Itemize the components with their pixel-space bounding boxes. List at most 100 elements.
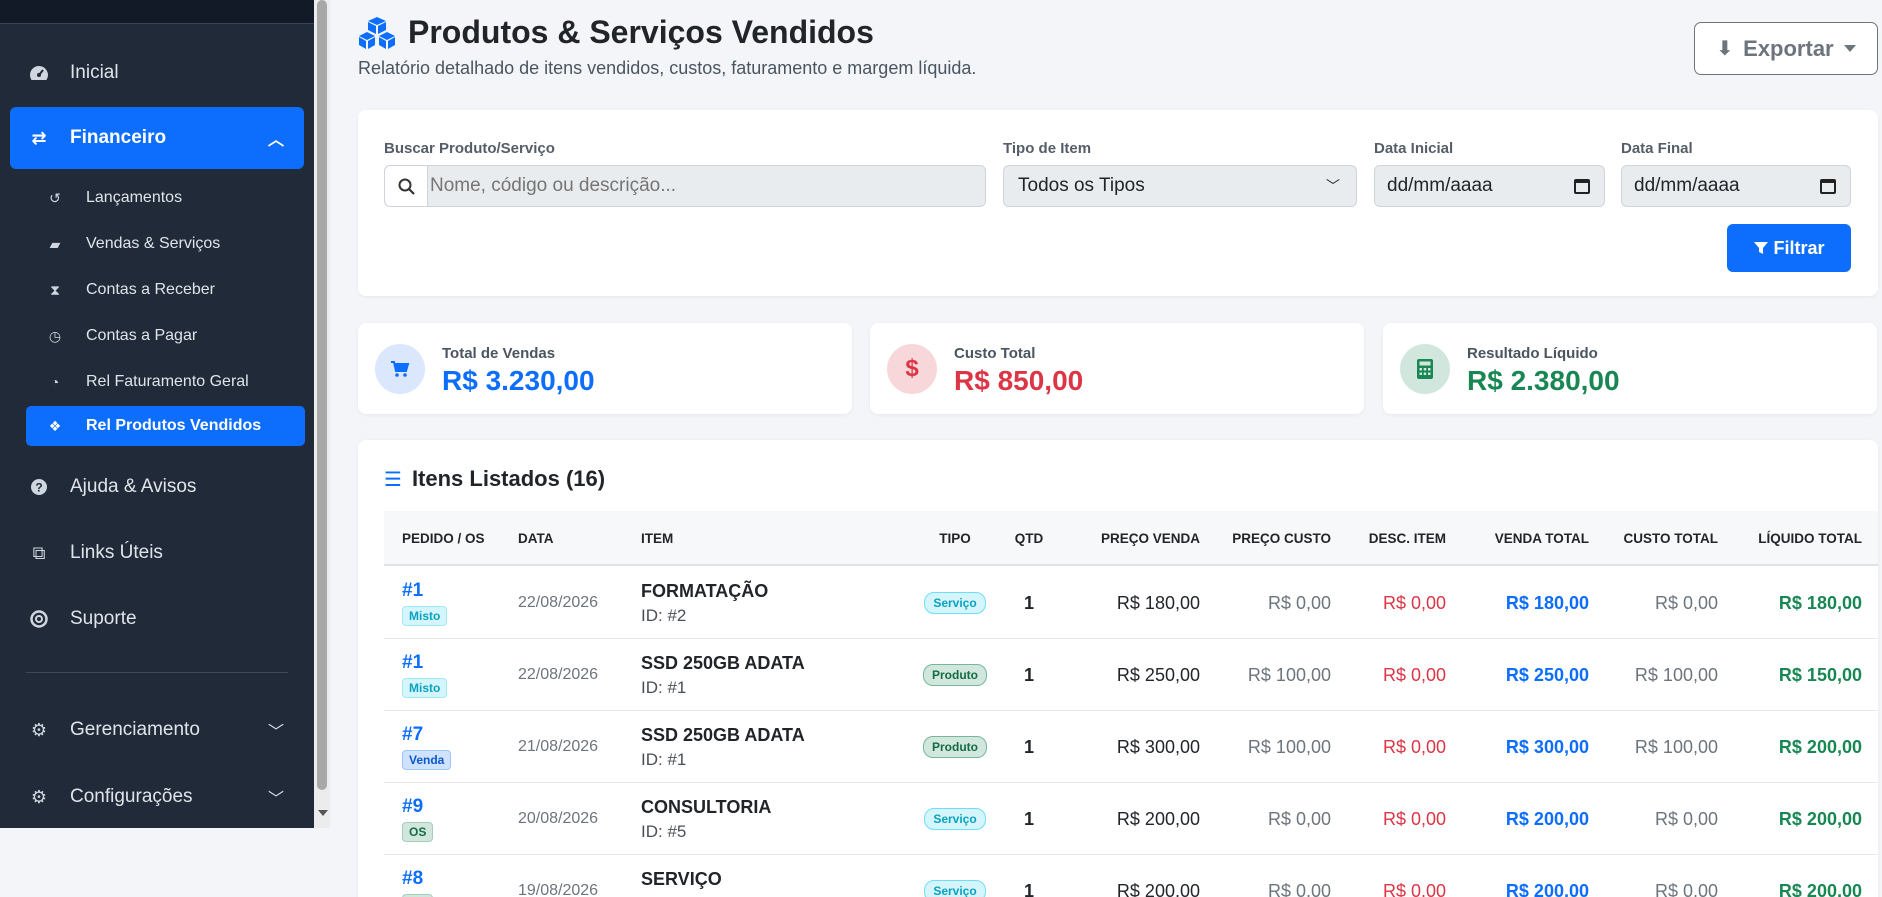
th-data[interactable]: DATA [518, 531, 554, 546]
sidebar-subitem-faturamento[interactable]: ◔ Rel Faturamento Geral [26, 362, 305, 402]
qtd-cell: 1 [1023, 808, 1034, 829]
sale-total-cell: R$ 250,00 [1505, 664, 1589, 685]
search-field[interactable] [384, 165, 986, 207]
summary-card-sales: Total de Vendas R$ 3.230,00 [358, 323, 852, 414]
th-desc-item[interactable]: DESC. ITEM [1368, 531, 1446, 546]
th-venda-total[interactable]: VENDA TOTAL [1494, 531, 1589, 546]
search-label: Buscar Produto/Serviço [384, 140, 555, 157]
sidebar-subitem-lancamentos[interactable]: ↺ Lançamentos [26, 178, 305, 218]
type-select-value: Todos os Tipos [1018, 175, 1145, 196]
type-cell: Serviço [924, 855, 986, 897]
net-total-cell: R$ 150,00 [1778, 664, 1862, 685]
summary-card-net: Resultado Líquido R$ 2.380,00 [1383, 323, 1877, 414]
gauge-icon: ◔ [50, 374, 60, 390]
table-title: ☰ Itens Listados (16) [384, 466, 605, 492]
th-custo-total[interactable]: CUSTO TOTAL [1623, 531, 1719, 546]
type-select[interactable]: Todos os Tipos ﹀ [1003, 165, 1357, 207]
th-tipo[interactable]: TIPO [939, 531, 971, 546]
page-subtitle: Relatório detalhado de itens vendidos, c… [358, 58, 977, 78]
th-qtd[interactable]: QTD [1014, 531, 1044, 546]
search-icon [385, 166, 428, 206]
th-liquido-total[interactable]: LÍQUIDO TOTAL [1758, 531, 1862, 546]
sidebar-scrollbar[interactable] [314, 0, 330, 828]
discount-cell: R$ 0,00 [1382, 664, 1446, 685]
type-badge: Produto [923, 664, 987, 686]
sidebar-item-ajuda[interactable]: ? Ajuda & Avisos [10, 457, 304, 517]
order-cell: #1 Misto [402, 639, 448, 711]
export-button[interactable]: ⬇ Exportar [1694, 22, 1878, 75]
table-row[interactable]: #1 Misto 22/08/2026 FORMATAÇÃO ID: #2 Se… [384, 567, 1878, 639]
table-row[interactable]: #8 OS 19/08/2026 SERVIÇO ID: #6 Serviço … [384, 855, 1878, 897]
hourglass-icon: ⧗ [50, 281, 60, 298]
end-date-label: Data Final [1621, 140, 1693, 157]
sidebar-subitem-label: Contas a Pagar [86, 327, 198, 344]
th-pedido[interactable]: PEDIDO / OS [402, 531, 485, 546]
sidebar-scrollbar-thumb[interactable] [317, 0, 327, 790]
search-input[interactable] [428, 175, 978, 197]
order-type-badge: Misto [402, 678, 448, 698]
sidebar-item-gerenciamento[interactable]: ⚙ Gerenciamento ﹀ [10, 700, 304, 760]
sidebar-item-inicial[interactable]: Inicial [10, 43, 304, 103]
end-date-input[interactable]: dd/mm/aaaa [1621, 165, 1851, 207]
table-row[interactable]: #9 OS 20/08/2026 CONSULTORIA ID: #5 Serv… [384, 783, 1878, 855]
summary-sales-value: R$ 3.230,00 [442, 365, 595, 396]
type-badge: Serviço [924, 808, 986, 830]
sidebar-subitem-label: Rel Faturamento Geral [86, 373, 249, 390]
list-icon: ☰ [384, 468, 402, 491]
cost-total-cell: R$ 0,00 [1654, 880, 1718, 897]
sidebar-item-configuracoes[interactable]: ⚙ Configurações ﹀ [10, 767, 304, 827]
chevron-up-icon: ︿ [267, 132, 284, 149]
sidebar-brand-area [0, 0, 314, 24]
order-cell: #8 OS [402, 855, 434, 897]
sidebar-item-label: Configurações [70, 786, 193, 807]
order-link[interactable]: #1 [402, 652, 424, 673]
type-badge: Serviço [924, 592, 986, 614]
cost-total-cell: R$ 0,00 [1654, 592, 1718, 613]
sale-total-cell: R$ 200,00 [1505, 880, 1589, 897]
svg-text:?: ? [35, 481, 42, 495]
sale-total-cell: R$ 300,00 [1505, 736, 1589, 757]
qtd-cell: 1 [1023, 592, 1034, 613]
item-name: SERVIÇO [641, 868, 722, 889]
sale-total-cell: R$ 180,00 [1505, 592, 1589, 613]
sidebar-item-suporte[interactable]: Suporte [10, 589, 304, 649]
start-date-input[interactable]: dd/mm/aaaa [1374, 165, 1605, 207]
th-preco-custo[interactable]: PREÇO CUSTO [1232, 531, 1331, 546]
sidebar-item-financeiro[interactable]: ⇄ Financeiro ︿ [10, 107, 304, 169]
summary-cost-label: Custo Total [954, 345, 1036, 362]
table-row[interactable]: #7 Venda 21/08/2026 SSD 250GB ADATA ID: … [384, 711, 1878, 783]
summary-sales-label: Total de Vendas [442, 345, 556, 362]
th-preco-venda[interactable]: PREÇO VENDA [1100, 531, 1200, 546]
filter-card: Buscar Produto/Serviço Tipo de Item Todo… [358, 110, 1878, 296]
filter-button[interactable]: Filtrar [1727, 224, 1851, 272]
sidebar-item-links[interactable]: ⧉ Links Úteis [10, 523, 304, 583]
history-icon: ↺ [49, 189, 61, 206]
cogs-icon: ⚙ [30, 719, 48, 740]
sidebar-subitem-produtos-vendidos[interactable]: ❖ Rel Produtos Vendidos [26, 406, 305, 446]
order-type-badge: OS [402, 822, 434, 842]
item-cell: FORMATAÇÃO ID: #2 [641, 567, 768, 639]
scroll-down-arrow-icon[interactable] [318, 810, 328, 816]
net-total-cell: R$ 200,00 [1778, 880, 1862, 897]
discount-cell: R$ 0,00 [1382, 736, 1446, 757]
sidebar-subitem-receber[interactable]: ⧗ Contas a Receber [26, 270, 305, 310]
sidebar-item-label: Inicial [70, 62, 119, 83]
order-link[interactable]: #7 [402, 724, 424, 745]
order-link[interactable]: #9 [402, 796, 424, 817]
export-button-label: Exportar [1743, 35, 1834, 61]
cubes-icon [358, 16, 396, 50]
gear-icon: ⚙ [30, 786, 48, 807]
order-link[interactable]: #8 [402, 868, 424, 889]
order-link[interactable]: #1 [402, 580, 424, 601]
sidebar-subitem-vendas[interactable]: ▰ Vendas & Serviços [26, 224, 305, 264]
calendar-icon[interactable] [1820, 178, 1836, 194]
sidebar-item-label: Links Úteis [70, 542, 163, 563]
calendar-icon[interactable] [1574, 178, 1590, 194]
th-item[interactable]: ITEM [641, 531, 674, 546]
date-cell: 20/08/2026 [518, 810, 599, 827]
sidebar-subitem-pagar[interactable]: ◷ Contas a Pagar [26, 316, 305, 356]
date-cell: 21/08/2026 [518, 738, 599, 755]
sidebar-item-label: Gerenciamento [70, 719, 200, 740]
table-row[interactable]: #1 Misto 22/08/2026 SSD 250GB ADATA ID: … [384, 639, 1878, 711]
clock-icon: ◷ [48, 327, 62, 344]
